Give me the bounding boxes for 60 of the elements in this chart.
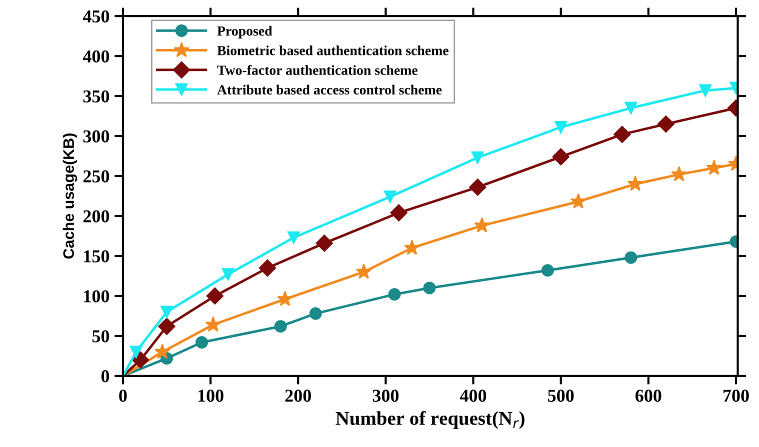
point bbox=[384, 190, 396, 204]
point bbox=[627, 176, 644, 191]
y-tick-label: 300 bbox=[83, 130, 110, 142]
legend-label: Attribute based access control scheme bbox=[217, 84, 442, 95]
point bbox=[554, 120, 568, 134]
x-tick-label: 300 bbox=[372, 390, 399, 402]
point bbox=[388, 288, 401, 301]
point bbox=[356, 264, 372, 279]
x-tick-label: 400 bbox=[460, 390, 486, 402]
legend-label: Biometric based authentication scheme bbox=[217, 46, 448, 56]
x-axis-title: Number of request(N$_{r}$) bbox=[336, 411, 524, 429]
x-tick-label: 200 bbox=[285, 390, 311, 402]
x-tick-label: 600 bbox=[635, 390, 662, 402]
point bbox=[132, 351, 150, 368]
point bbox=[423, 282, 436, 294]
x-tick-label: 0 bbox=[119, 390, 127, 402]
point bbox=[309, 307, 322, 320]
point bbox=[471, 151, 484, 164]
point bbox=[404, 240, 420, 255]
y-tick-label: 200 bbox=[83, 210, 110, 222]
point bbox=[552, 148, 570, 166]
point bbox=[222, 268, 234, 281]
y-tick-label: 150 bbox=[84, 250, 110, 262]
y-tick-label: 0 bbox=[101, 370, 110, 382]
legend-label: Two-factor authentication scheme bbox=[217, 65, 418, 75]
y-tick-label: 350 bbox=[83, 90, 110, 102]
point bbox=[390, 204, 408, 222]
point bbox=[287, 231, 300, 244]
point bbox=[657, 115, 674, 133]
point bbox=[130, 346, 142, 358]
point bbox=[277, 290, 293, 306]
y-tick-label: 50 bbox=[92, 330, 110, 342]
y-tick-label: 450 bbox=[82, 10, 110, 23]
y-tick-label: 250 bbox=[83, 170, 110, 182]
point bbox=[614, 126, 631, 143]
legend-label: Proposed bbox=[217, 26, 272, 38]
point bbox=[158, 318, 176, 335]
point bbox=[205, 316, 222, 332]
y-axis-title: Cache usage(KB) bbox=[62, 134, 78, 259]
x-tick-label: 100 bbox=[198, 390, 224, 402]
point bbox=[541, 264, 554, 277]
point bbox=[206, 287, 224, 305]
x-tick-label: 700 bbox=[723, 390, 749, 402]
y-tick-label: 100 bbox=[84, 290, 110, 302]
point bbox=[160, 306, 173, 318]
point bbox=[706, 160, 722, 175]
point bbox=[274, 320, 287, 333]
point bbox=[699, 84, 712, 97]
y-tick-label: 400 bbox=[82, 50, 110, 63]
point bbox=[258, 259, 276, 277]
x-tick-label: 500 bbox=[548, 390, 574, 402]
point bbox=[624, 251, 638, 264]
point bbox=[154, 344, 170, 359]
point bbox=[570, 193, 586, 208]
point bbox=[624, 102, 638, 114]
point bbox=[474, 217, 490, 232]
point bbox=[671, 166, 688, 182]
point bbox=[469, 178, 486, 196]
point bbox=[196, 336, 208, 349]
point bbox=[316, 234, 333, 252]
